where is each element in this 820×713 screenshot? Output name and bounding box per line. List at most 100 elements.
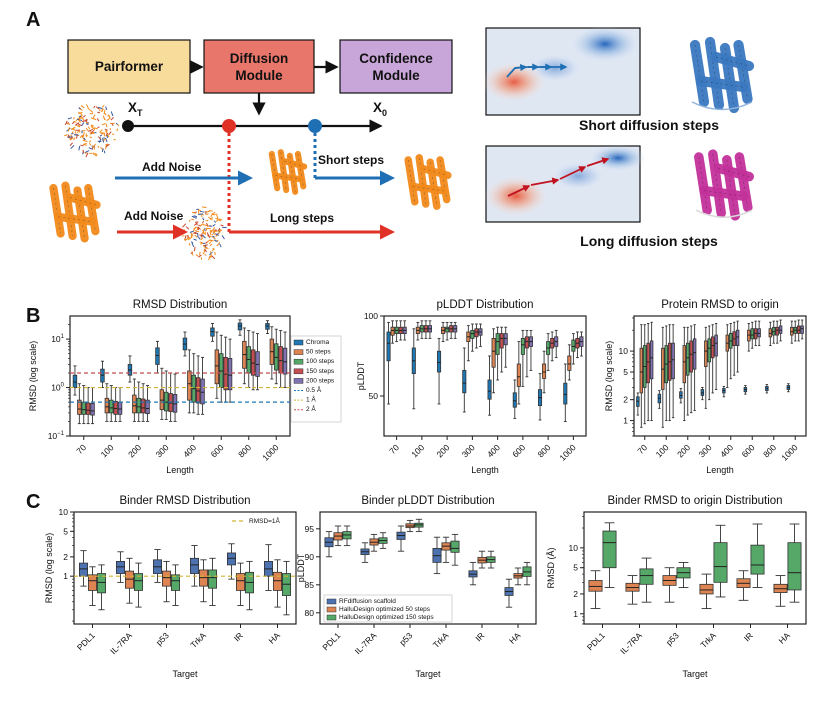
helix-texture xyxy=(412,186,444,192)
noise-particle xyxy=(197,236,201,240)
box-rfdiffusion-scaffold xyxy=(116,551,126,583)
noise-particle xyxy=(66,122,70,125)
x-tick-label: 70 xyxy=(387,442,401,456)
x-tick-label: p53 xyxy=(154,630,171,647)
noise-particle xyxy=(202,220,205,224)
noise-particle xyxy=(193,238,197,241)
noise-particle xyxy=(193,231,197,234)
noise-particle xyxy=(195,216,198,219)
box-halludesign-optimized-50-steps xyxy=(441,536,451,563)
y-tick-label: 2 xyxy=(63,552,68,562)
box-150-steps xyxy=(710,324,715,394)
x-tick-label: 100 xyxy=(409,442,426,459)
add-noise-top-label: Add Noise xyxy=(142,160,202,174)
noise-particle xyxy=(202,217,205,221)
box-200-steps xyxy=(200,356,205,415)
helix-segment xyxy=(710,51,755,72)
helix-segment xyxy=(713,163,754,182)
box-200-steps xyxy=(757,320,761,347)
noise-particle xyxy=(193,222,198,226)
noise-particle xyxy=(189,219,191,222)
helix-segment xyxy=(66,193,101,209)
box-200-steps xyxy=(503,326,508,368)
helix-texture xyxy=(715,56,750,67)
box-200-steps xyxy=(554,329,559,359)
y-tick-label: 1 xyxy=(573,609,578,619)
noise-particle xyxy=(75,122,80,126)
noise-particle xyxy=(217,229,222,232)
x-tick-label: 300 xyxy=(460,442,477,459)
x-axis-label: Target xyxy=(682,669,708,679)
noise-particle xyxy=(105,130,108,134)
box-chroma xyxy=(765,384,769,394)
noise-particle xyxy=(199,223,204,227)
box-50-steps xyxy=(725,324,730,388)
box-chroma xyxy=(563,363,568,423)
noise-particle xyxy=(89,142,92,146)
box-chroma xyxy=(127,355,133,383)
panel-label-a: A xyxy=(26,9,40,31)
helix-segment xyxy=(281,158,308,170)
box-200-steps xyxy=(528,329,533,371)
noise-particle xyxy=(97,126,100,129)
y-axis-label: pLDDT xyxy=(296,553,306,582)
box-halludesign-optimized-150-steps xyxy=(676,562,691,589)
x-tick-label: IL-7RA xyxy=(353,630,379,656)
noise-particle xyxy=(211,233,214,236)
noise-particle xyxy=(205,246,209,250)
noise-particle xyxy=(199,210,205,213)
box-halludesign-optimized-50-steps xyxy=(272,559,282,608)
noise-particle xyxy=(91,126,95,130)
noise-particle xyxy=(199,241,204,244)
plot-frame xyxy=(583,511,807,625)
box-halludesign-optimized-50-steps xyxy=(125,557,135,604)
noise-particle xyxy=(80,144,84,147)
noise-particle xyxy=(191,251,194,256)
box-50-steps xyxy=(682,326,687,422)
noise-particle xyxy=(64,134,68,137)
protein-structure-long xyxy=(694,149,754,221)
noise-particle xyxy=(207,216,213,221)
box-100-steps xyxy=(664,325,668,422)
box-50-steps xyxy=(214,331,220,399)
noise-particle xyxy=(111,122,114,127)
noise-particle xyxy=(91,146,94,150)
noise-particle xyxy=(98,138,102,143)
box-chroma xyxy=(722,385,726,398)
add-noise-bottom-label: Add Noise xyxy=(124,209,184,223)
noise-particle xyxy=(213,230,218,233)
box-150-steps xyxy=(195,355,201,415)
noise-particle xyxy=(200,237,204,241)
protein-structure-right xyxy=(404,154,452,210)
noise-particle xyxy=(82,132,85,137)
noise-particle xyxy=(204,231,207,235)
box-halludesign-optimized-150-steps xyxy=(486,550,496,569)
noise-particle xyxy=(90,129,95,134)
helix-texture xyxy=(280,152,287,191)
noise-particle xyxy=(67,123,71,125)
noise-particle xyxy=(101,104,105,108)
noise-particle xyxy=(205,241,208,244)
x-tick-label: 200 xyxy=(675,442,692,459)
y-tick-label: 50 xyxy=(369,391,379,401)
box-50-steps xyxy=(77,383,82,425)
noise-particle xyxy=(110,116,114,121)
chart-rmsd-distribution: RMSD Distribution 10−1 100 101 RMSD (log sca… xyxy=(28,299,342,475)
box-50-steps xyxy=(516,341,521,405)
box-100-steps xyxy=(394,320,399,343)
box-200-steps xyxy=(649,321,654,422)
noise-particle xyxy=(191,232,194,237)
box-150-steps xyxy=(524,329,529,378)
x-tick-label: 400 xyxy=(485,442,502,459)
y-axis-label: RMSD (log scale) xyxy=(44,533,54,604)
box-50-steps xyxy=(415,321,420,341)
x-tick-label: PDL1 xyxy=(75,630,97,652)
loop xyxy=(691,101,753,111)
noise-particle xyxy=(88,128,93,133)
noise-particle xyxy=(90,117,96,120)
box-chroma xyxy=(512,379,517,419)
noise-particle xyxy=(212,230,216,232)
panel-a: A Pairformer Diffusion Module Confidence… xyxy=(26,9,755,261)
noise-particle xyxy=(193,232,198,235)
